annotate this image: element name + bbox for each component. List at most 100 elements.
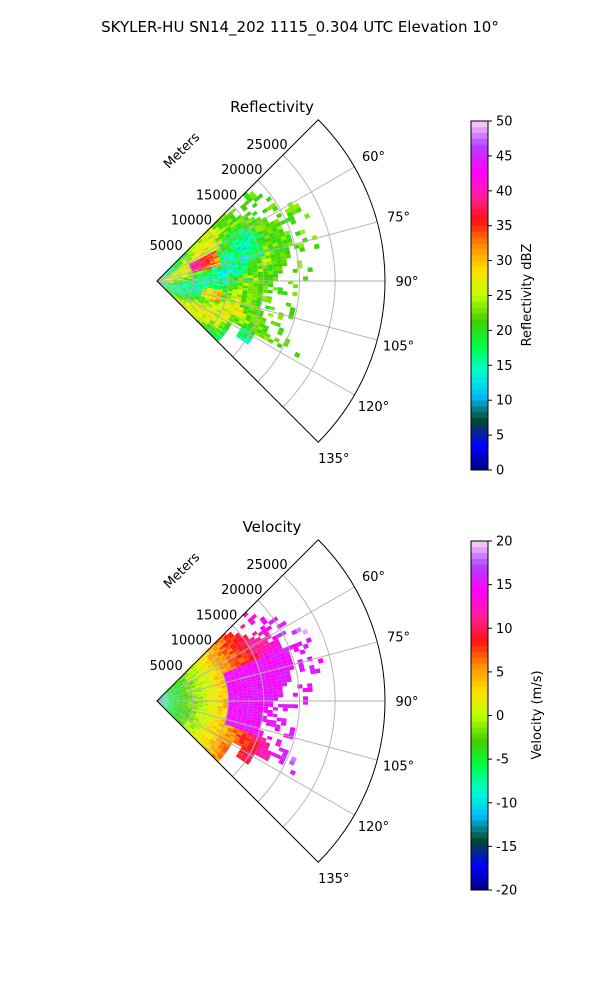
data-cell (246, 734, 252, 740)
data-cell (195, 305, 201, 310)
data-cell (190, 731, 196, 736)
data-cell (255, 257, 262, 261)
data-cell (228, 282, 234, 285)
data-cell (220, 227, 226, 233)
colorbar-segment (471, 686, 488, 693)
colorbar-segment (471, 376, 488, 384)
data-cell (179, 714, 184, 719)
data-cell (222, 222, 229, 228)
data-cell (184, 714, 190, 718)
data-cell (263, 277, 269, 281)
data-cell (211, 291, 218, 295)
colorbar-segment (471, 423, 488, 430)
data-cell (211, 317, 217, 322)
data-cell (227, 270, 233, 273)
data-cell (193, 703, 199, 706)
data-cell (268, 274, 274, 278)
data-cell (224, 302, 230, 306)
data-cell (234, 254, 240, 259)
data-cell (238, 749, 245, 755)
data-cell (166, 707, 171, 711)
data-cell (282, 341, 289, 348)
data-cell (228, 276, 234, 279)
data-cell (275, 742, 281, 748)
data-cell (191, 688, 197, 691)
data-cell (235, 333, 242, 339)
data-cell (247, 689, 253, 694)
data-cell (233, 239, 240, 244)
data-cell (289, 727, 296, 732)
data-cell (215, 320, 221, 325)
data-cell (281, 678, 287, 683)
data-cell (285, 234, 292, 240)
data-cell (211, 670, 217, 675)
data-cell (219, 225, 225, 231)
data-cell (172, 693, 178, 696)
data-cell (166, 691, 171, 695)
data-cell (191, 268, 197, 271)
data-cell (242, 730, 248, 735)
colorbar-segment (471, 715, 488, 722)
data-cell (212, 710, 218, 713)
data-cell (193, 259, 199, 263)
data-cell (166, 287, 171, 292)
data-cell (202, 693, 208, 696)
data-cell (223, 745, 229, 751)
data-cell (192, 285, 198, 288)
data-cell (261, 747, 268, 753)
colorbar-segment (471, 295, 488, 302)
data-cell (163, 278, 169, 280)
data-cell (196, 293, 202, 297)
data-cell (238, 705, 244, 708)
colorbar-tick-label: -5 (496, 753, 509, 768)
data-cell (182, 271, 188, 274)
data-cell (241, 334, 248, 340)
data-cell (252, 272, 258, 276)
data-cell (203, 276, 209, 279)
data-cell (199, 718, 205, 722)
data-cell (256, 260, 262, 264)
data-cell (172, 706, 177, 710)
data-cell (171, 708, 177, 711)
data-cell (175, 719, 180, 723)
data-cell (248, 234, 254, 240)
data-cell (190, 665, 196, 671)
data-cell (214, 741, 220, 747)
colorbar-segment (471, 283, 488, 291)
data-cell (172, 705, 178, 708)
data-cell (206, 292, 212, 295)
data-cell (182, 288, 188, 291)
data-cell (222, 251, 229, 256)
data-cell (250, 258, 257, 262)
data-cell (246, 264, 253, 268)
data-cell (220, 299, 226, 303)
data-cell (212, 315, 218, 321)
data-cell (237, 691, 243, 694)
data-cell (178, 284, 183, 286)
data-cell (282, 704, 289, 708)
data-cell (197, 706, 203, 709)
data-cell (183, 252, 188, 257)
data-cell (283, 666, 290, 672)
data-cell (198, 258, 204, 262)
data-cell (222, 288, 228, 291)
data-cell (302, 628, 309, 635)
data-cell (178, 282, 184, 284)
data-cell (243, 275, 249, 279)
data-cell (257, 706, 263, 710)
data-cell (291, 629, 298, 636)
data-cell (239, 673, 245, 677)
data-cell (169, 711, 173, 716)
colorbar-segment (471, 196, 488, 203)
data-cell (226, 265, 233, 269)
colorbar-segment (471, 657, 488, 664)
data-cell (186, 721, 192, 725)
data-cell (186, 290, 192, 293)
data-cell (220, 235, 226, 241)
data-cell (169, 687, 174, 691)
data-cell (231, 713, 238, 717)
data-cell (238, 647, 245, 652)
data-cell (239, 219, 246, 225)
data-cell (217, 291, 223, 294)
data-cell (208, 648, 214, 654)
